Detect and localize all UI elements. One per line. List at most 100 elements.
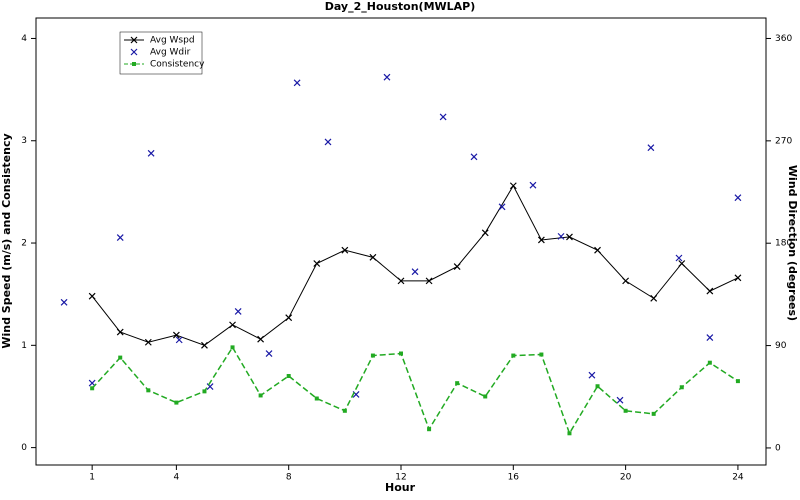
data-point xyxy=(427,427,432,432)
data-point xyxy=(425,277,433,285)
data-point xyxy=(147,149,155,157)
data-point xyxy=(675,254,683,262)
data-point xyxy=(735,379,740,384)
y-tick-label: 1 xyxy=(21,341,27,351)
data-point xyxy=(511,353,516,358)
data-point xyxy=(498,203,506,211)
data-point xyxy=(566,233,573,241)
data-point xyxy=(650,294,658,302)
data-point xyxy=(509,182,517,190)
x-tick-label: 8 xyxy=(286,473,292,483)
y-tick-label: 0 xyxy=(21,443,27,453)
data-point xyxy=(594,246,601,254)
x-tick-label: 12 xyxy=(395,473,406,483)
data-point xyxy=(622,277,630,285)
data-point xyxy=(313,260,321,267)
legend-marker xyxy=(130,36,138,44)
data-point xyxy=(439,113,447,121)
y-tick-label: 2 xyxy=(21,239,27,249)
data-point xyxy=(314,396,319,401)
y2-tick-label: 90 xyxy=(775,341,787,351)
data-point xyxy=(116,234,124,241)
data-point xyxy=(595,384,600,389)
data-point xyxy=(370,353,375,358)
data-point xyxy=(201,341,208,349)
data-point xyxy=(258,393,263,398)
data-point xyxy=(537,236,545,244)
data-point xyxy=(455,381,460,386)
x-tick-label: 20 xyxy=(620,473,632,483)
x-axis-label: Hour xyxy=(385,481,416,494)
chart-title: Day_2_Houston(MWLAP) xyxy=(325,0,476,13)
data-point xyxy=(647,144,655,152)
data-point xyxy=(678,260,686,267)
x-tick-label: 1 xyxy=(89,473,95,483)
x-tick-label: 4 xyxy=(174,473,180,483)
series-line xyxy=(91,184,739,346)
legend: Avg Wspd Avg Wdir Consistency xyxy=(119,31,205,75)
data-point xyxy=(567,431,572,436)
data-point xyxy=(116,328,124,336)
data-point xyxy=(453,263,461,270)
y2-tick-label: 180 xyxy=(775,239,792,249)
series-line xyxy=(91,345,739,436)
x-tick-label: 16 xyxy=(508,473,520,483)
data-point xyxy=(734,274,742,282)
legend-marker xyxy=(130,48,138,56)
data-point xyxy=(616,396,624,404)
data-point xyxy=(651,411,656,416)
legend-label: Consistency xyxy=(150,60,205,70)
data-point xyxy=(470,153,478,161)
data-point xyxy=(202,389,207,394)
data-point xyxy=(411,268,419,276)
data-point xyxy=(144,338,152,346)
y-tick-label: 4 xyxy=(21,34,27,44)
data-point xyxy=(60,298,68,306)
data-point xyxy=(293,79,301,87)
data-point xyxy=(557,232,565,240)
data-point xyxy=(734,194,742,202)
data-point xyxy=(88,292,96,300)
y-tick-label: 3 xyxy=(21,136,27,146)
data-point xyxy=(588,371,596,379)
data-point xyxy=(481,229,489,237)
legend-label: Avg Wdir xyxy=(150,48,191,58)
data-point xyxy=(234,308,242,315)
legend-label: Avg Wspd xyxy=(150,36,195,46)
data-point xyxy=(483,394,488,399)
y2-tick-label: 270 xyxy=(775,136,792,146)
data-point xyxy=(265,350,273,357)
data-point xyxy=(206,383,214,390)
data-point xyxy=(529,181,537,189)
data-point xyxy=(285,314,293,322)
data-point xyxy=(324,138,332,146)
data-point xyxy=(146,388,151,393)
data-point xyxy=(90,386,95,391)
data-point xyxy=(257,335,265,343)
y2-tick-label: 360 xyxy=(775,34,792,44)
data-point xyxy=(341,246,349,254)
x-tick-label: 24 xyxy=(732,473,744,483)
plot-frame xyxy=(35,17,767,466)
data-point xyxy=(706,334,714,342)
data-point xyxy=(706,287,714,295)
data-point xyxy=(539,352,544,357)
data-point xyxy=(383,73,391,81)
data-point xyxy=(118,355,123,360)
data-point xyxy=(399,351,403,356)
data-point xyxy=(369,253,377,261)
y-axis-label: Wind Speed (m/s) and Consistency xyxy=(0,133,13,348)
data-point xyxy=(174,400,179,405)
data-point xyxy=(286,374,291,379)
data-point xyxy=(175,336,183,344)
data-point xyxy=(707,360,712,365)
data-point xyxy=(397,277,405,285)
data-point xyxy=(172,331,180,339)
y2-axis-label: Wind Direction (degrees) xyxy=(786,165,799,321)
data-point xyxy=(623,408,628,413)
data-point xyxy=(342,408,347,413)
data-point xyxy=(229,321,236,329)
y2-tick-label: 0 xyxy=(775,443,781,453)
data-point xyxy=(679,385,684,390)
